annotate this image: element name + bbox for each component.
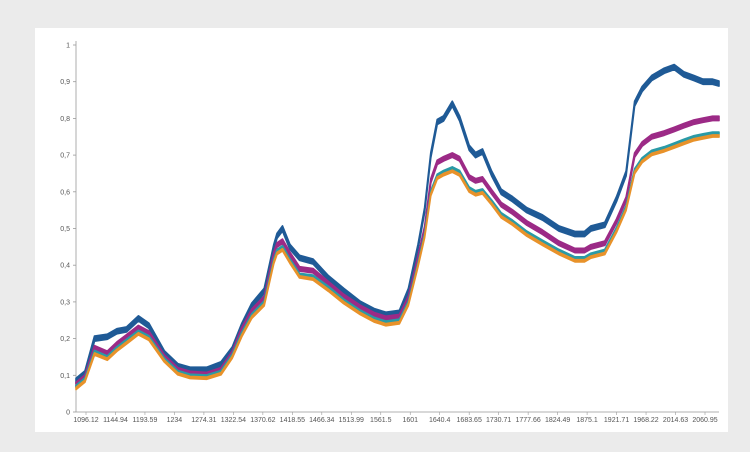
x-tick-label: 1921.71 [604, 417, 629, 424]
y-tick-label: 0,8 [60, 116, 70, 123]
x-tick-label: 1683.65 [457, 417, 482, 424]
y-axis: 0 0,1 0,2 0,3 0,4 0,5 0,6 0,7 0,8 0,9 1 [60, 41, 77, 417]
x-tick-label: 1640.4 [429, 417, 451, 424]
x-tick-label: 1274.31 [191, 417, 216, 424]
x-tick-label: 1968.22 [633, 417, 658, 424]
y-tick-label: 0,9 [60, 79, 70, 86]
x-tick-label: 1777.66 [515, 417, 540, 424]
x-tick-label: 1096.12 [73, 417, 98, 424]
x-tick-label: 1875.1 [576, 417, 598, 424]
x-tick-label: 1601 [402, 417, 418, 424]
y-tick-label: 0,5 [60, 226, 70, 233]
x-tick-label: 1418.55 [280, 417, 305, 424]
x-tick-label: 1234 [167, 417, 183, 424]
y-tick-label: 0,6 [60, 189, 70, 196]
x-tick-label: 2014.63 [663, 417, 688, 424]
y-tick-label: 1 [66, 43, 70, 50]
chart-card: 0 0,1 0,2 0,3 0,4 0,5 0,6 0,7 0,8 0,9 1 1096.12 114… [35, 28, 728, 432]
series-band-2 [75, 115, 720, 388]
x-tick-label: 1466.34 [309, 417, 334, 424]
series-band-1 [75, 63, 720, 385]
x-tick-label: 1513.99 [339, 417, 364, 424]
series-band-3 [75, 131, 720, 389]
x-tick-label: 2060.95 [692, 417, 717, 424]
y-tick-label: 0,1 [60, 373, 70, 380]
x-tick-label: 1730.71 [486, 417, 511, 424]
y-tick-label: 0,3 [60, 299, 70, 306]
y-tick-label: 0 [66, 410, 70, 417]
x-tick-label: 1561.5 [370, 417, 392, 424]
x-tick-label: 1322.54 [221, 417, 246, 424]
y-tick-label: 0,4 [60, 263, 70, 270]
x-axis: 1096.12 1144.94 1193.59 1234 1274.31 1322.54 1… [73, 411, 719, 424]
series-band-4 [75, 134, 720, 391]
x-tick-label: 1824.49 [545, 417, 570, 424]
series-layer [75, 63, 720, 391]
x-tick-label: 1193.59 [133, 417, 158, 424]
y-tick-label: 0,2 [60, 336, 70, 343]
spectrum-line-chart: 0 0,1 0,2 0,3 0,4 0,5 0,6 0,7 0,8 0,9 1 1096.12 114… [60, 41, 720, 424]
x-tick-label: 1144.94 [103, 417, 128, 424]
x-tick-label: 1370.62 [250, 417, 275, 424]
y-tick-label: 0,7 [60, 153, 70, 160]
